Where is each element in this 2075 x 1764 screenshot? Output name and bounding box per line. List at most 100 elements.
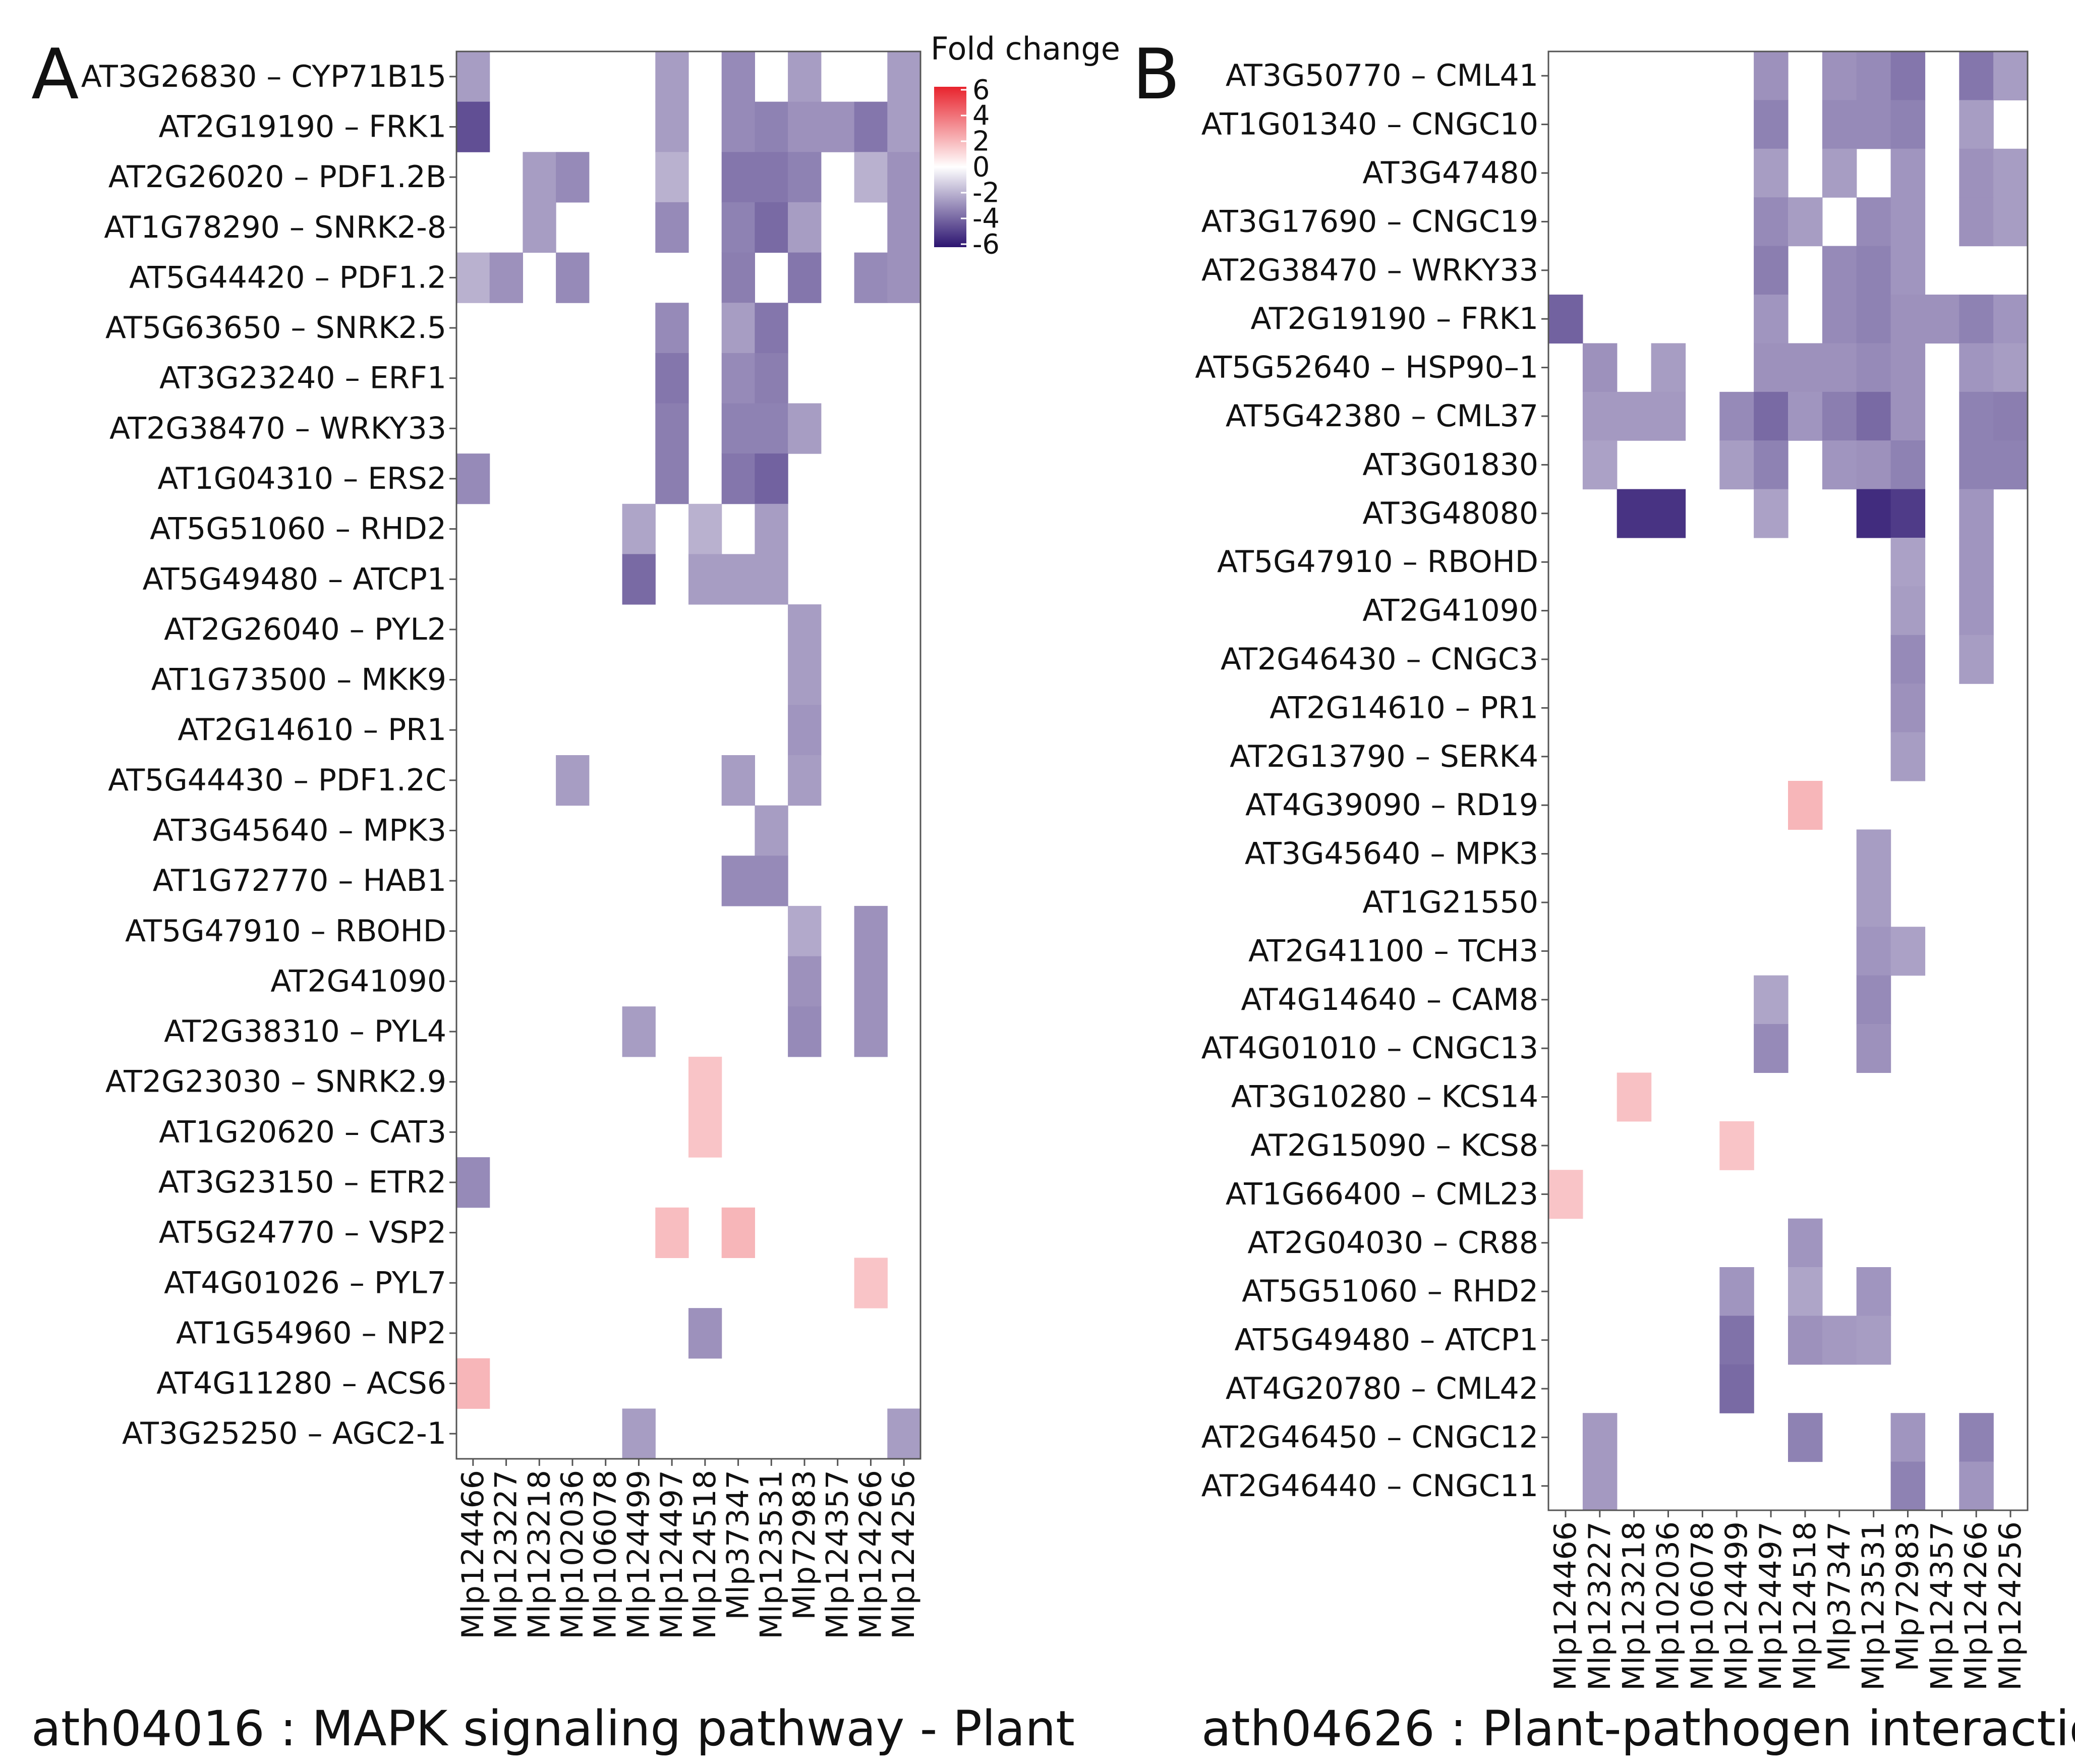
heatmap-a-row-label: AT5G44420 – PDF1.2	[129, 260, 446, 295]
heatmap-b-cell	[1890, 100, 1926, 149]
legend-tick-label: -4	[972, 203, 1000, 235]
heatmap-b-cell	[1754, 246, 1789, 295]
heatmap-a-cell	[456, 252, 490, 303]
heatmap-a-cell	[887, 152, 921, 203]
heatmap-b-cell	[1822, 51, 1857, 100]
heatmap-a-cell	[456, 1358, 490, 1409]
heatmap-a-cell	[755, 856, 788, 906]
heatmap-b-cell	[1856, 391, 1891, 441]
heatmap-a-cell	[887, 1408, 921, 1459]
heatmap-a-row-label: AT3G26830 – CYP71B15	[81, 59, 446, 94]
heatmap-b-cell	[1822, 1316, 1857, 1365]
heatmap-b-col-label: Mlp123218	[1617, 1521, 1652, 1691]
heatmap-b-cell	[1856, 1024, 1891, 1073]
heatmap-a-row-label: AT1G73500 – MKK9	[151, 662, 446, 698]
heatmap-b-row-label: AT1G66400 – CML23	[1226, 1176, 1538, 1212]
heatmap-b-col-label: Mlp124499	[1719, 1521, 1754, 1691]
heatmap-b-cells	[1548, 51, 2028, 1511]
heatmap-b-cell	[1993, 343, 2028, 392]
heatmap-b-cell	[1719, 1121, 1754, 1170]
heatmap-a-cell	[721, 1207, 755, 1258]
heatmap-b-row-label: AT2G46450 – CNGC12	[1201, 1419, 1538, 1455]
heatmap-a-col-label: Mlp124256	[886, 1470, 921, 1639]
heatmap-b-cell	[1890, 197, 1926, 247]
heatmap-b-row-label: AT3G45640 – MPK3	[1245, 836, 1538, 872]
heatmap-b-cell	[1959, 586, 1994, 636]
heatmap-b-cell	[1651, 343, 1686, 392]
heatmap-a-cell	[721, 202, 755, 253]
heatmap-b-cell	[1856, 246, 1891, 295]
heatmap-a-cell	[788, 101, 822, 152]
heatmap-b-col-label: Mlp123227	[1582, 1521, 1618, 1691]
heatmap-a-cell	[523, 202, 556, 253]
heatmap-b-col-label: Mlp124266	[1958, 1521, 1994, 1691]
heatmap-a-cell	[755, 303, 788, 354]
heatmap-a-cell	[655, 1207, 689, 1258]
legend-tick-label: 2	[972, 126, 990, 157]
heatmap-b-cell	[1788, 197, 1823, 247]
heatmap-b-col-label: Mlp106078	[1685, 1521, 1720, 1691]
heatmap-a-cell	[721, 152, 755, 203]
heatmap-b-cell	[1822, 148, 1857, 198]
heatmap-a-cell	[788, 755, 822, 806]
heatmap-b-cell	[1719, 1267, 1754, 1316]
heatmap-a-cell	[655, 152, 689, 203]
heatmap-b-cell	[1890, 295, 1926, 344]
heatmap-a-col-label: Mlp124497	[654, 1470, 689, 1639]
heatmap-b-cell	[1993, 197, 2028, 247]
heatmap-b-row-label: AT2G15090 – KCS8	[1250, 1128, 1538, 1163]
legend-tick-label: 6	[972, 74, 990, 106]
heatmap-a-col-label: Mlp123531	[754, 1470, 789, 1639]
heatmap-b-cell	[1719, 1364, 1754, 1413]
heatmap-a-frame	[455, 50, 921, 1460]
heatmap-a-cell	[788, 905, 822, 957]
heatmap-a-cell	[622, 554, 656, 605]
heatmap-b-cell	[1959, 100, 1994, 149]
heatmap-b-row-label: AT1G01340 – CNGC10	[1201, 107, 1538, 142]
heatmap-a-cell	[688, 554, 722, 605]
heatmap-b-cell	[1993, 440, 2028, 490]
heatmap-a-cell	[755, 554, 788, 605]
heatmap-a-cell	[887, 101, 921, 152]
heatmap-a-cell	[721, 101, 755, 152]
heatmap-b-cell	[1822, 343, 1857, 392]
heatmap-a-cell	[887, 252, 921, 303]
heatmap-b-row-label: AT2G14610 – PR1	[1270, 690, 1538, 725]
heatmap-a-cell	[489, 252, 523, 303]
heatmap-b-cell	[1754, 148, 1789, 198]
heatmap-b-cell	[1959, 391, 1994, 441]
heatmap-a-cell	[556, 252, 590, 303]
heatmap-a-row-label: AT2G26040 – PYL2	[164, 612, 446, 647]
heatmap-b-col-label: Mlp72983	[1890, 1521, 1926, 1671]
heatmap-b-cell	[1754, 1024, 1789, 1073]
heatmap-b-cell	[1959, 1413, 1994, 1462]
heatmap-b-col-label: Mlp124497	[1753, 1521, 1789, 1691]
heatmap-b-cell	[1788, 781, 1823, 830]
heatmap-b-cell	[1856, 927, 1891, 976]
heatmap-a-cell	[523, 152, 556, 203]
heatmap-b-cell	[1890, 343, 1926, 392]
heatmap-a-cell	[821, 101, 855, 152]
heatmap-b-row-label: AT3G17690 – CNGC19	[1201, 204, 1538, 239]
heatmap-a-cell	[721, 353, 755, 404]
heatmap-b-cell	[1651, 489, 1686, 538]
heatmap-b-col-label: Mlp124518	[1788, 1521, 1823, 1691]
heatmap-b-row-label: AT2G41100 – TCH3	[1248, 933, 1538, 969]
heatmap-b-cell	[1582, 391, 1618, 441]
heatmap-b-col-label: Mlp124357	[1924, 1521, 1959, 1691]
heatmap-a-cell	[755, 805, 788, 856]
heatmap-a-cell	[788, 1006, 822, 1057]
heatmap-a-cell	[755, 403, 788, 454]
legend-tick-label: -6	[972, 229, 1000, 260]
heatmap-b-cell	[1822, 246, 1857, 295]
heatmap-b-cell	[1719, 391, 1754, 441]
heatmap-b-cell	[1890, 51, 1926, 100]
heatmap-b-row-label: AT4G20780 – CML42	[1226, 1371, 1538, 1406]
panel-letter-b: B	[1132, 34, 1180, 115]
heatmap-a-row-label: AT3G45640 – MPK3	[153, 813, 446, 848]
heatmap-a-cell	[755, 202, 788, 253]
heatmap-b-cell	[1925, 295, 1959, 344]
heatmap-a-row-label: AT1G72770 – HAB1	[153, 863, 446, 898]
